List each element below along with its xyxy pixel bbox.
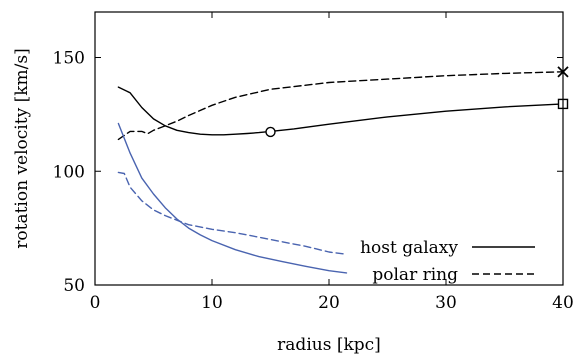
x-tick-label: 0 bbox=[90, 293, 101, 313]
tick-layer: 0 10 20 30 40 50 100 150 bbox=[53, 12, 574, 313]
x-tick-label: 20 bbox=[318, 293, 340, 313]
x-tick-label: 40 bbox=[552, 293, 574, 313]
legend-label-host-galaxy: host galaxy bbox=[360, 238, 458, 258]
y-axis-title: rotation velocity [km/s] bbox=[12, 48, 32, 248]
host-galaxy-line bbox=[117, 86, 564, 136]
y-tick-label: 100 bbox=[53, 162, 85, 182]
legend: host galaxy polar ring bbox=[360, 238, 535, 285]
series-3-line bbox=[117, 122, 348, 274]
y-tick-label: 50 bbox=[63, 276, 85, 296]
series-layer bbox=[117, 71, 564, 274]
legend-label-polar-ring: polar ring bbox=[372, 265, 458, 285]
x-axis-title: radius [kpc] bbox=[277, 335, 381, 355]
y-tick-label: 150 bbox=[53, 49, 85, 69]
series-4-line bbox=[117, 171, 348, 256]
plot-frame bbox=[94, 11, 564, 286]
x-tick-label: 10 bbox=[201, 293, 223, 313]
circle-marker bbox=[265, 126, 276, 138]
polar-ring-line bbox=[117, 71, 564, 141]
x-tick-label: 30 bbox=[435, 293, 457, 313]
